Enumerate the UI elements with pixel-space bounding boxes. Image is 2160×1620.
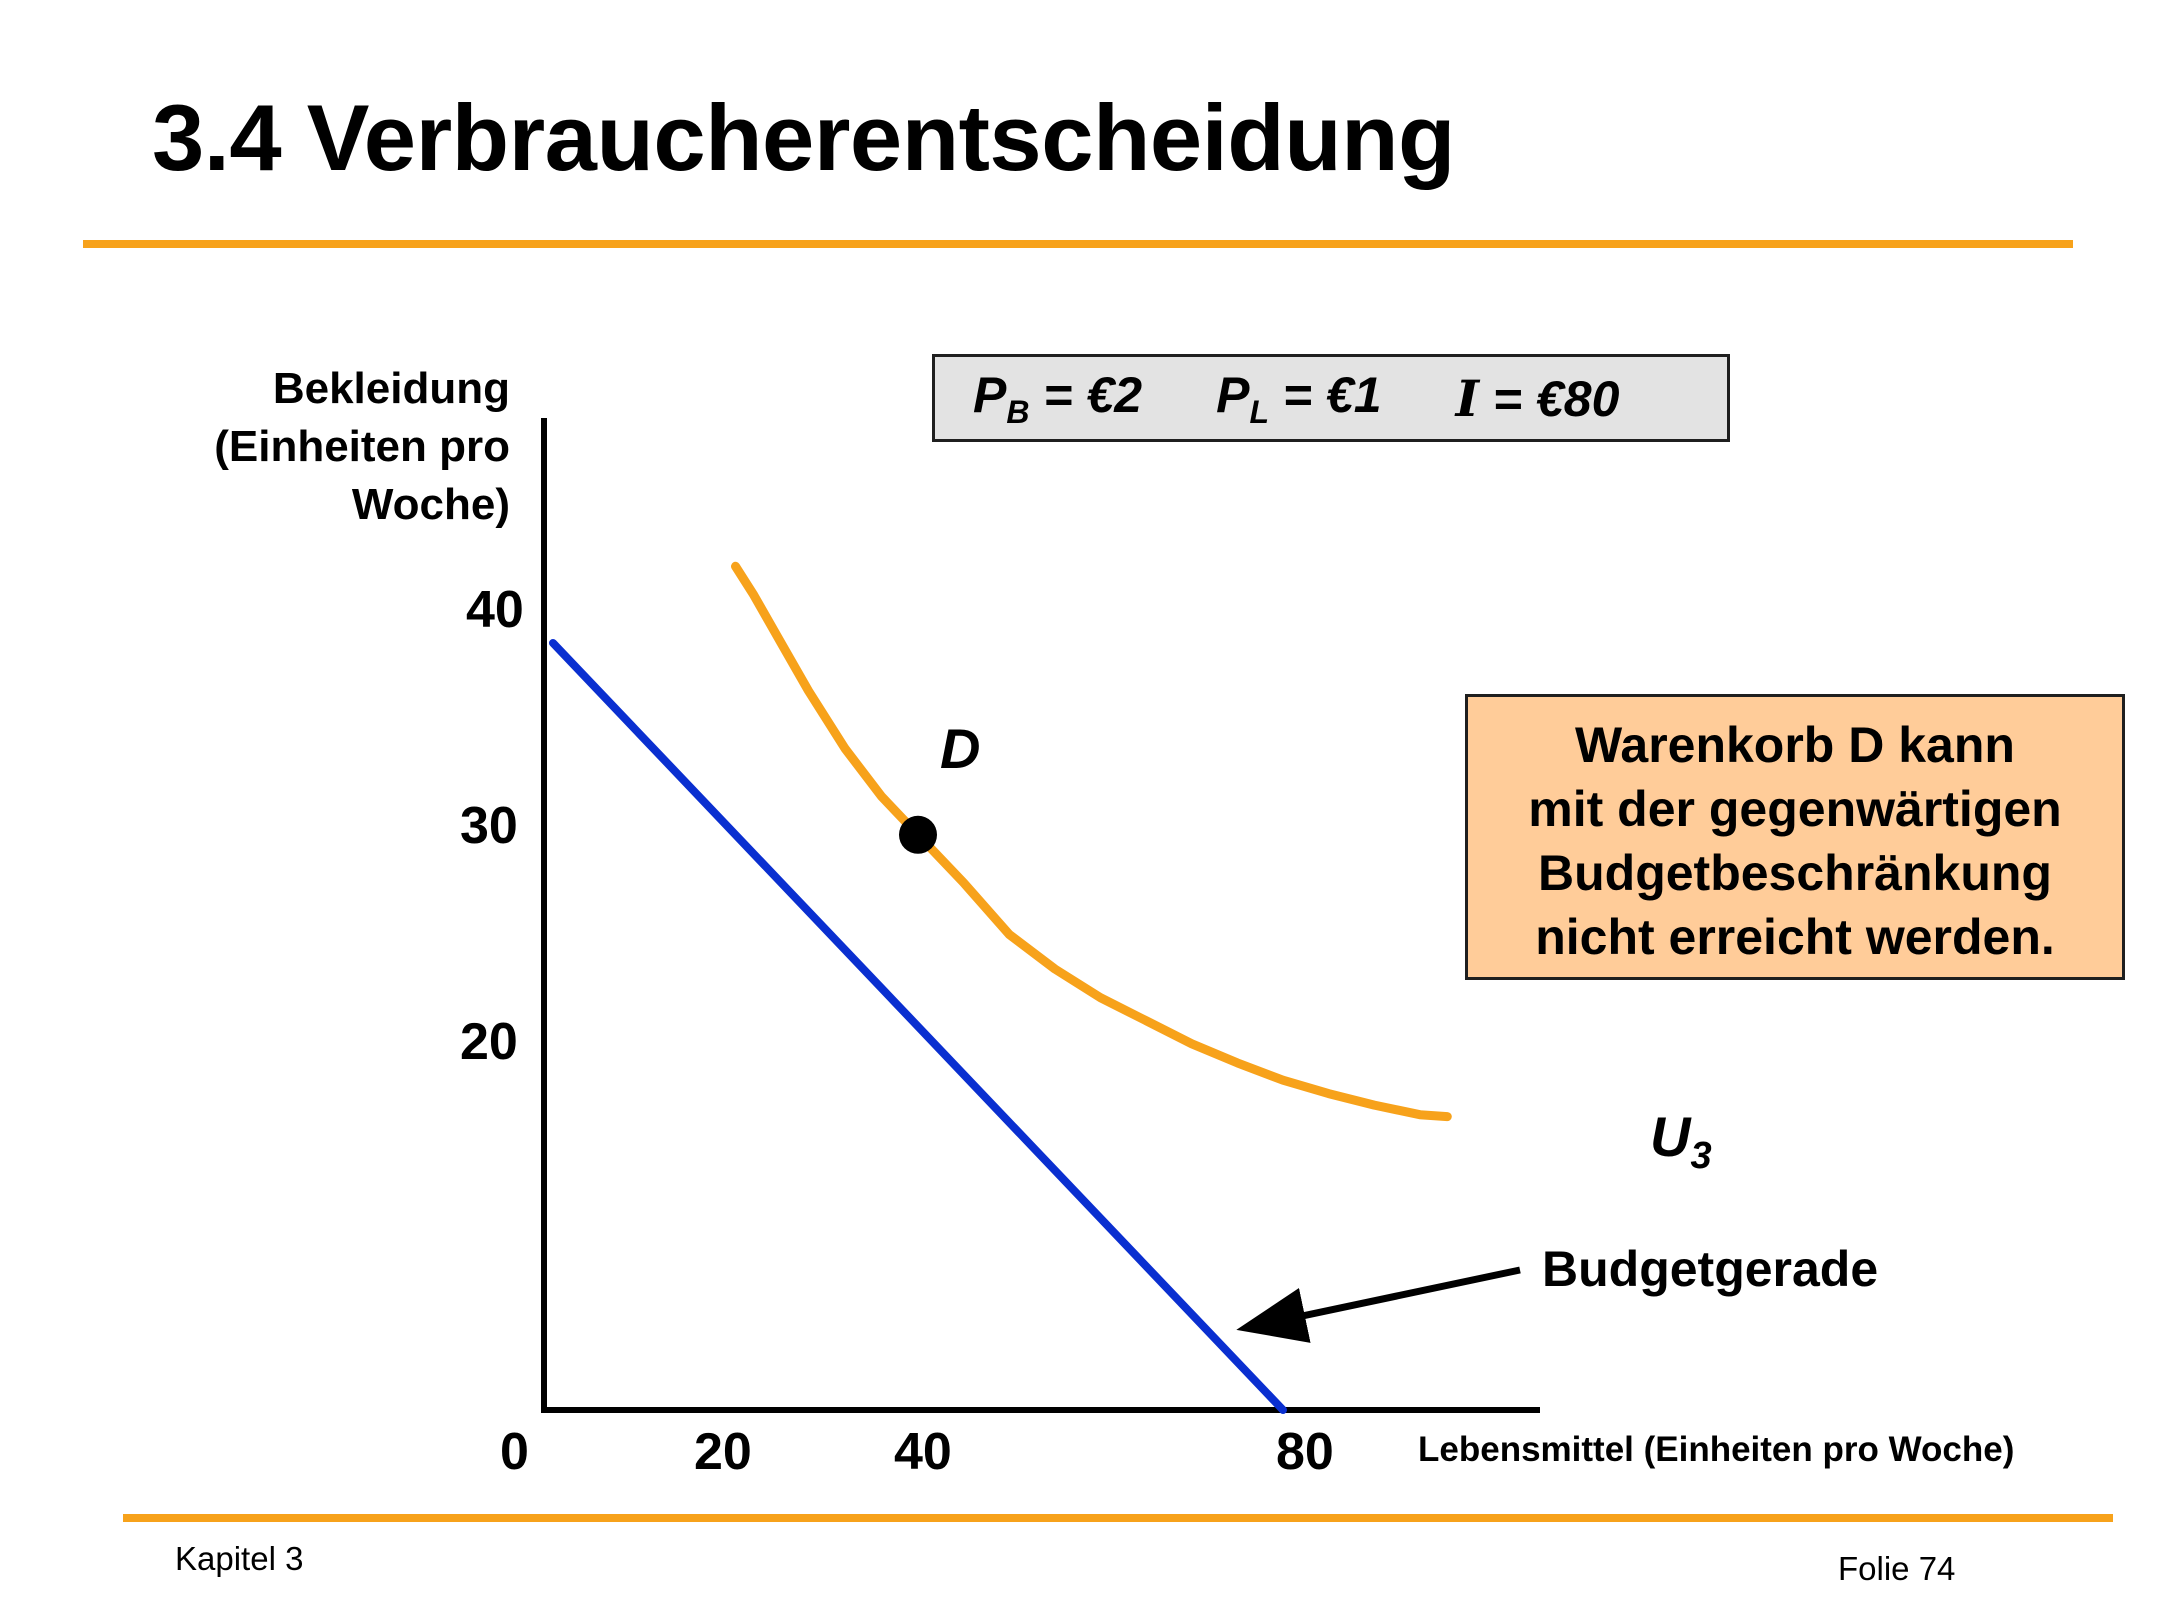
price-clothing: PB = €2 [973, 366, 1142, 431]
note-line: mit der gegenwärtigen [1528, 781, 2062, 837]
footer-divider [123, 1514, 2113, 1522]
slide-title: 3.4 Verbraucherentscheidung [152, 85, 1455, 190]
curve-label-main: U [1650, 1105, 1691, 1168]
indifference-curve-label: U3 [1650, 1104, 1712, 1178]
point-d-label: D [940, 717, 981, 780]
footer-slide-number: Folie 74 [1838, 1550, 1956, 1587]
y-tick-label: 30 [460, 797, 518, 855]
note-box: Warenkorb D kann mit der gegenwärtigen B… [1465, 694, 2125, 980]
price-clothing-subscript: B [1006, 393, 1030, 430]
y-tick-label: 20 [460, 1013, 518, 1071]
income: I = €80 [1456, 369, 1620, 428]
x-tick-label: 0 [500, 1423, 529, 1481]
footer-chapter: Kapitel 3 [175, 1540, 304, 1577]
budget-line-pointer-arrow [1236, 1266, 1521, 1343]
y-axis-label-line: (Einheiten pro [214, 422, 510, 471]
y-axis-label-line: Woche) [351, 480, 510, 529]
price-food: PL = €1 [1216, 366, 1382, 431]
series-layer [549, 561, 1452, 1414]
price-clothing-symbol: P [973, 366, 1007, 423]
y-tick-label: 40 [466, 581, 524, 639]
note-line: Warenkorb D kann [1575, 717, 2015, 773]
y-axis-label: Bekleidung (Einheiten pro Woche) [130, 360, 510, 534]
y-axis-label-line: Bekleidung [272, 364, 510, 413]
budget-line-label: Budgetgerade [1542, 1241, 1879, 1297]
note-line: nicht erreicht werden. [1535, 909, 2055, 965]
title-divider [83, 240, 2073, 248]
indifference-curve-u3 [731, 561, 1452, 1122]
income-value: = €80 [1478, 370, 1620, 427]
income-symbol: I [1455, 368, 1479, 428]
price-food-symbol: P [1216, 366, 1250, 423]
price-clothing-value: = €2 [1029, 366, 1143, 423]
price-food-value: = €1 [1268, 366, 1382, 423]
x-tick-label: 40 [894, 1423, 952, 1481]
x-axis-label: Lebensmittel (Einheiten pro Woche) [1418, 1430, 2015, 1469]
x-tick-label: 80 [1276, 1423, 1334, 1481]
x-tick-label: 20 [694, 1423, 752, 1481]
note-line: Budgetbeschränkung [1538, 845, 2052, 901]
price-food-subscript: L [1249, 393, 1269, 430]
budget-line [549, 639, 1287, 1414]
curve-label-subscript: 3 [1690, 1135, 1712, 1178]
price-info-box: PB = €2 PL = €1 I = €80 [932, 354, 1730, 442]
point-d-marker [899, 815, 937, 854]
